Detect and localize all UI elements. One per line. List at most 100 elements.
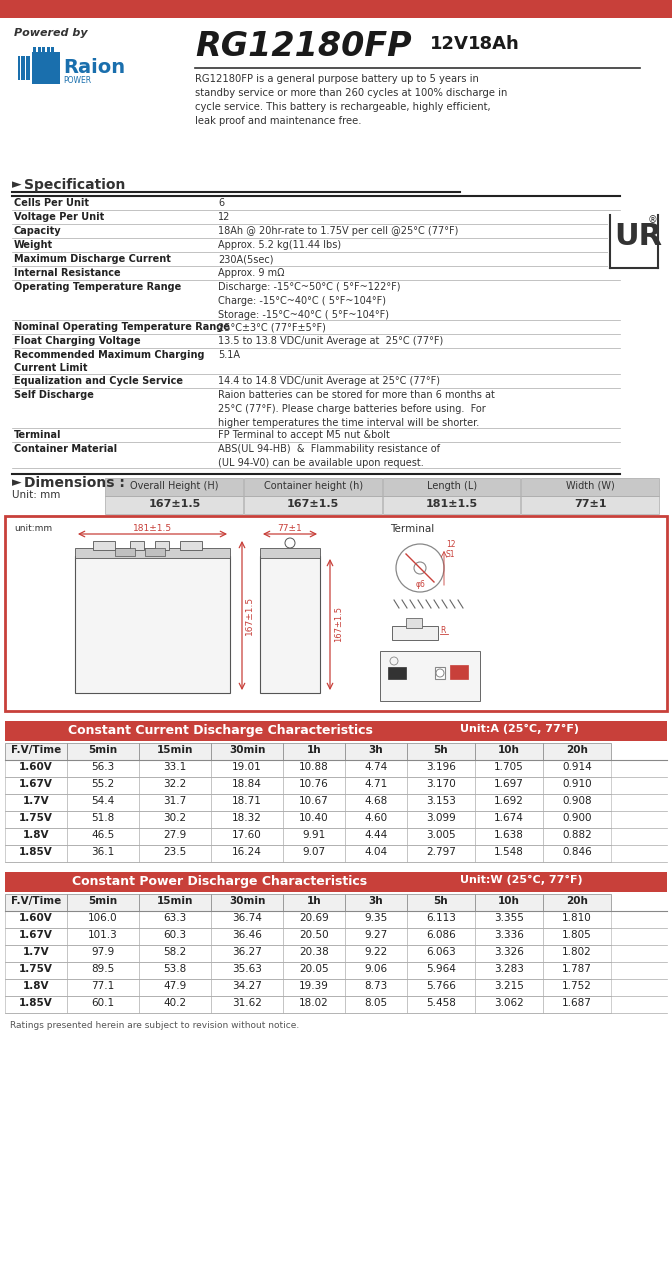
Text: Cells Per Unit: Cells Per Unit	[14, 198, 89, 207]
Bar	[345, 928, 407, 945]
Text: 2.797: 2.797	[426, 847, 456, 858]
Bar	[5, 928, 67, 945]
Text: 18Ah: 18Ah	[468, 35, 519, 52]
Bar	[407, 794, 475, 812]
Bar	[51, 47, 54, 52]
Text: 230A(5sec): 230A(5sec)	[218, 253, 274, 264]
Bar	[475, 742, 543, 760]
Bar	[67, 777, 139, 794]
Text: 12: 12	[446, 540, 456, 549]
Text: 9.07: 9.07	[302, 847, 325, 858]
Text: RG12180FP: RG12180FP	[195, 29, 412, 63]
Bar	[5, 516, 667, 710]
Bar	[283, 812, 345, 828]
Bar	[345, 742, 407, 760]
Text: Specification: Specification	[24, 178, 126, 192]
Text: 32.2: 32.2	[163, 780, 187, 788]
Text: 20h: 20h	[566, 896, 588, 906]
Text: 36.27: 36.27	[232, 947, 262, 957]
Text: 20.05: 20.05	[299, 964, 329, 974]
Bar	[18, 56, 20, 79]
Bar	[475, 845, 543, 861]
Text: Self Discharge: Self Discharge	[14, 390, 94, 399]
Bar	[33, 47, 36, 52]
Bar	[283, 760, 345, 777]
Text: Constant Current Discharge Characteristics: Constant Current Discharge Characteristi…	[68, 724, 372, 737]
Text: 1.810: 1.810	[562, 913, 592, 923]
Bar	[475, 928, 543, 945]
Bar	[392, 626, 438, 640]
Text: Dimensions :: Dimensions :	[24, 476, 125, 490]
Text: 1.752: 1.752	[562, 980, 592, 991]
Text: 1.60V: 1.60V	[19, 913, 53, 923]
Bar	[75, 548, 230, 558]
Bar	[93, 541, 115, 550]
Text: Length (L): Length (L)	[427, 481, 477, 492]
Bar	[543, 928, 611, 945]
Text: 5min: 5min	[89, 745, 118, 755]
Bar	[388, 667, 406, 678]
Text: 58.2: 58.2	[163, 947, 187, 957]
Bar	[28, 56, 30, 79]
Bar	[211, 742, 283, 760]
Text: Capacity: Capacity	[14, 227, 62, 236]
Bar	[521, 477, 659, 495]
Bar	[407, 760, 475, 777]
Text: 1.7V: 1.7V	[23, 947, 49, 957]
Bar	[5, 721, 667, 741]
Bar	[475, 945, 543, 963]
Text: 1.787: 1.787	[562, 964, 592, 974]
Text: Raion batteries can be stored for more than 6 months at
25°C (77°F). Please char: Raion batteries can be stored for more t…	[218, 390, 495, 428]
Text: Recommended Maximum Charging
Current Limit: Recommended Maximum Charging Current Lim…	[14, 349, 204, 374]
Bar	[139, 893, 211, 911]
Text: 3h: 3h	[369, 745, 383, 755]
Bar	[407, 979, 475, 996]
Text: 30min: 30min	[228, 896, 265, 906]
Bar	[211, 928, 283, 945]
Text: 46.5: 46.5	[91, 829, 115, 840]
Text: 101.3: 101.3	[88, 931, 118, 940]
Bar	[608, 215, 660, 273]
Text: S1: S1	[446, 550, 456, 559]
Text: 1h: 1h	[306, 896, 321, 906]
Bar	[67, 794, 139, 812]
Bar	[211, 812, 283, 828]
Text: Raion: Raion	[63, 58, 125, 77]
Text: Powered by: Powered by	[14, 28, 87, 38]
Bar	[5, 845, 67, 861]
Text: 1.638: 1.638	[494, 829, 524, 840]
Text: 40.2: 40.2	[163, 998, 187, 1009]
Bar	[407, 812, 475, 828]
Bar	[475, 963, 543, 979]
Text: 10.88: 10.88	[299, 762, 329, 772]
Bar	[283, 828, 345, 845]
Text: 5min: 5min	[89, 896, 118, 906]
Bar	[543, 963, 611, 979]
Text: 18.32: 18.32	[232, 813, 262, 823]
Bar	[0, 0, 672, 18]
Text: 0.846: 0.846	[562, 847, 592, 858]
Bar	[283, 893, 345, 911]
Bar	[475, 893, 543, 911]
Text: 31.7: 31.7	[163, 796, 187, 806]
Text: 167±1.5: 167±1.5	[245, 596, 254, 635]
Bar	[67, 812, 139, 828]
Bar	[26, 56, 28, 79]
Bar	[345, 893, 407, 911]
Bar	[5, 893, 67, 911]
Bar	[345, 777, 407, 794]
Bar	[283, 742, 345, 760]
Text: 167±1.5: 167±1.5	[149, 499, 200, 509]
Text: 47.9: 47.9	[163, 980, 187, 991]
Bar	[475, 794, 543, 812]
Text: 18Ah @ 20hr-rate to 1.75V per cell @25°C (77°F): 18Ah @ 20hr-rate to 1.75V per cell @25°C…	[218, 227, 458, 236]
Text: 16.24: 16.24	[232, 847, 262, 858]
Bar	[521, 495, 659, 515]
Text: 19.01: 19.01	[232, 762, 262, 772]
Text: 0.908: 0.908	[562, 796, 592, 806]
Text: 12: 12	[218, 212, 230, 221]
Text: Operating Temperature Range: Operating Temperature Range	[14, 282, 181, 292]
Bar	[42, 47, 45, 52]
Text: 4.60: 4.60	[364, 813, 388, 823]
Text: Terminal: Terminal	[14, 430, 62, 440]
